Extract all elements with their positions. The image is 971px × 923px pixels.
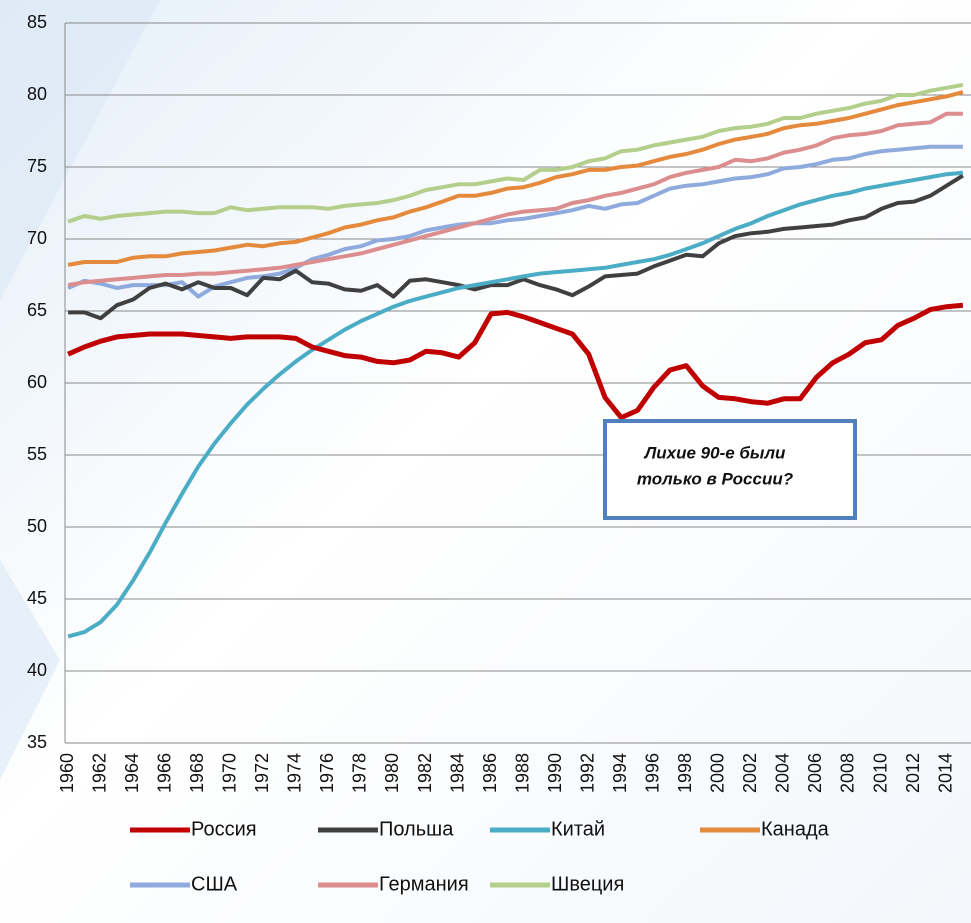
y-tick-label: 45 — [27, 588, 47, 608]
legend: Россия Польша Китай Канада США Германия Швеция — [130, 818, 830, 895]
legend-label: Россия — [191, 818, 257, 840]
x-tick-label: 1974 — [285, 753, 305, 793]
line-series — [67, 90, 964, 267]
x-tick-label: 2002 — [740, 753, 760, 793]
x-tick-label: 1970 — [220, 753, 240, 793]
line-series — [68, 173, 964, 321]
x-tick-label: 1964 — [122, 753, 142, 793]
x-tick-label: 1998 — [675, 753, 695, 793]
x-tick-label: 1982 — [415, 753, 435, 793]
legend-label: Швеция — [551, 873, 624, 895]
x-tick-label: 2010 — [870, 753, 890, 793]
x-tick-label: 1962 — [89, 753, 109, 793]
y-tick-label: 50 — [27, 516, 47, 536]
x-tick-label: 1990 — [545, 753, 565, 793]
legend-label: Германия — [379, 873, 469, 895]
x-tick-label: 1960 — [57, 753, 77, 793]
x-tick-label: 1996 — [643, 753, 663, 793]
x-tick-label: 1976 — [317, 753, 337, 793]
legend-label: Китай — [551, 818, 605, 840]
x-tick-label: 2014 — [935, 753, 955, 793]
background-shape — [0, 560, 60, 780]
line-series — [67, 170, 964, 639]
y-tick-label: 80 — [27, 84, 47, 104]
plot-area: 35 40 45 50 55 60 65 70 75 80 85 1960 1962 1964 1966 19… — [27, 12, 971, 793]
x-tick-label: 1966 — [154, 753, 174, 793]
line-series — [67, 302, 964, 421]
line-series — [67, 144, 963, 299]
x-tick-label: 1984 — [447, 753, 467, 793]
legend-label: Польша — [379, 818, 454, 840]
x-tick-label: 2006 — [805, 753, 825, 793]
annotation: Лихие 90-е были только в России? — [603, 419, 857, 520]
line-series — [67, 111, 963, 288]
x-tick-label: 2008 — [838, 753, 858, 793]
x-tick-label: 1986 — [480, 753, 500, 793]
y-tick-label: 40 — [27, 660, 47, 680]
legend-label: США — [191, 873, 238, 895]
x-tick-label: 2012 — [903, 753, 923, 793]
y-tick-label: 35 — [27, 732, 47, 752]
x-tick-label: 1994 — [610, 753, 630, 793]
background-shape — [0, 0, 160, 300]
y-tick-label: 85 — [27, 12, 47, 32]
x-tick-label: 1980 — [382, 753, 402, 793]
x-tick-label: 2004 — [773, 753, 793, 793]
x-tick-label: 1992 — [577, 753, 597, 793]
y-tick-label: 65 — [27, 300, 47, 320]
line-series — [67, 82, 964, 224]
y-tick-label: 75 — [27, 156, 47, 176]
y-tick-label: 55 — [27, 444, 47, 464]
y-tick-label: 70 — [27, 228, 47, 248]
x-tick-label: 1968 — [187, 753, 207, 793]
x-tick-label: 1978 — [350, 753, 370, 793]
annotation-text: только в России? — [637, 469, 794, 488]
legend-label: Канада — [761, 818, 830, 840]
x-tick-label: 1988 — [512, 753, 532, 793]
x-tick-label: 1972 — [252, 753, 272, 793]
y-tick-label: 60 — [27, 372, 47, 392]
annotation-box — [603, 419, 857, 520]
x-tick-label: 2000 — [708, 753, 728, 793]
annotation-text: Лихие 90-е были — [643, 443, 786, 462]
